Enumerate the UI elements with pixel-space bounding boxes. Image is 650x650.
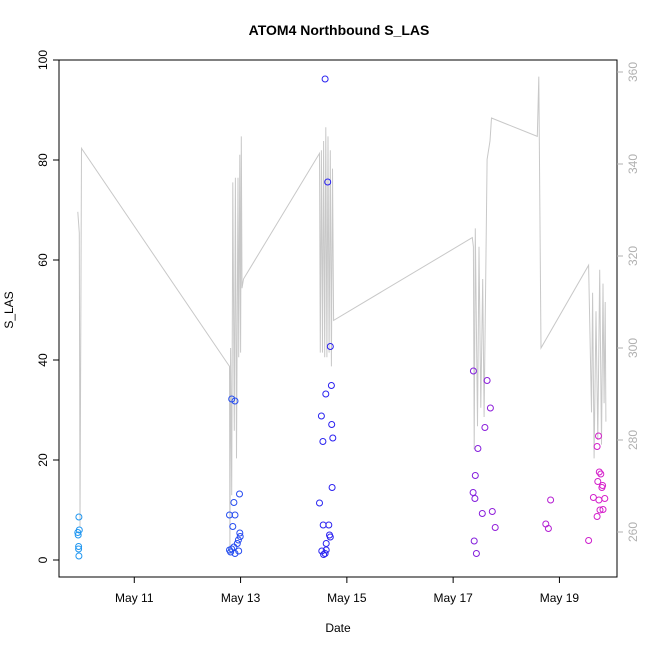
- data-point: [326, 343, 334, 350]
- data-point: [329, 434, 337, 442]
- data-point: [320, 551, 328, 558]
- data-point: [599, 506, 607, 513]
- data-point: [547, 496, 555, 504]
- data-point: [601, 495, 609, 502]
- data-point: [236, 490, 243, 498]
- data-point: [597, 470, 605, 478]
- y2-tick-label: 360: [626, 62, 640, 82]
- data-point: [488, 508, 496, 515]
- y2-tick-label: 300: [626, 338, 640, 358]
- y-axis-label: S_LAS: [2, 291, 16, 328]
- data-point: [474, 445, 482, 452]
- data-point: [472, 550, 480, 557]
- data-point: [234, 536, 242, 544]
- data-point: [544, 525, 552, 532]
- data-point: [328, 421, 336, 428]
- y-tick-label: 20: [36, 453, 50, 467]
- data-point: [229, 523, 237, 530]
- data-point: [316, 499, 323, 507]
- data-point: [227, 548, 235, 556]
- data-point: [75, 545, 83, 553]
- y2-tick-label: 340: [626, 154, 640, 174]
- data-point: [324, 178, 332, 186]
- y2-tick-label: 280: [626, 430, 640, 450]
- x-tick-label: May 17: [433, 591, 473, 605]
- data-point: [75, 543, 83, 550]
- data-point: [593, 443, 601, 450]
- y-axis-right: 260 280 300 320 340 360: [617, 62, 640, 542]
- y-tick-label: 0: [36, 556, 50, 563]
- data-point: [595, 468, 603, 476]
- y2-tick-label: 320: [626, 246, 640, 266]
- data-point: [595, 496, 603, 504]
- y-axis-left: 0 20 40 60 80 100: [36, 50, 59, 563]
- data-point: [593, 513, 601, 520]
- data-point: [478, 510, 486, 517]
- y-tick-label: 100: [36, 50, 50, 70]
- data-point: [74, 531, 82, 539]
- data-point: [471, 472, 479, 479]
- data-point: [327, 382, 335, 389]
- data-point: [491, 524, 499, 531]
- data-point: [596, 506, 604, 514]
- series-line: [77, 76, 607, 556]
- x-tick-label: May 19: [540, 591, 580, 605]
- x-axis: May 11 May 13 May 15 May 17 May 19: [115, 577, 579, 605]
- data-point: [483, 377, 491, 384]
- x-tick-label: May 13: [221, 591, 261, 605]
- x-tick-label: May 11: [115, 591, 154, 605]
- data-point: [542, 520, 550, 528]
- data-point: [321, 75, 329, 83]
- data-point: [317, 412, 325, 420]
- x-tick-label: May 15: [327, 591, 367, 605]
- data-point: [326, 533, 334, 541]
- data-point: [74, 529, 82, 536]
- data-point: [319, 438, 327, 445]
- data-point: [322, 390, 330, 398]
- data-point: [328, 484, 336, 491]
- data-point: [231, 397, 239, 405]
- data-point: [594, 478, 602, 485]
- right-axis-series-line: [77, 76, 607, 556]
- data-point: [598, 484, 606, 491]
- y-tick-label: 80: [36, 153, 50, 167]
- data-point: [595, 432, 602, 440]
- chart-title: ATOM4 Northbound S_LAS: [249, 22, 430, 38]
- data-point: [481, 424, 489, 431]
- y2-tick-label: 260: [626, 522, 640, 542]
- data-point: [236, 533, 244, 540]
- data-point: [469, 489, 477, 496]
- data-point: [486, 404, 494, 412]
- plot-frame: [58, 59, 618, 578]
- data-point: [75, 513, 83, 521]
- data-point: [233, 540, 241, 547]
- y-tick-label: 60: [36, 253, 50, 267]
- data-point: [230, 499, 238, 506]
- data-point: [325, 521, 333, 529]
- data-point: [231, 550, 239, 557]
- data-point: [236, 529, 244, 537]
- data-point: [321, 550, 329, 557]
- data-point: [585, 537, 593, 544]
- data-point: [231, 511, 239, 519]
- data-point: [589, 494, 597, 501]
- x-axis-label: Date: [325, 621, 351, 635]
- data-point: [469, 367, 477, 375]
- data-point: [470, 537, 478, 545]
- y-tick-label: 40: [36, 353, 50, 367]
- left-axis-series-points: [74, 75, 609, 560]
- data-point: [471, 495, 479, 502]
- data-point: [75, 552, 83, 560]
- data-point: [322, 540, 330, 547]
